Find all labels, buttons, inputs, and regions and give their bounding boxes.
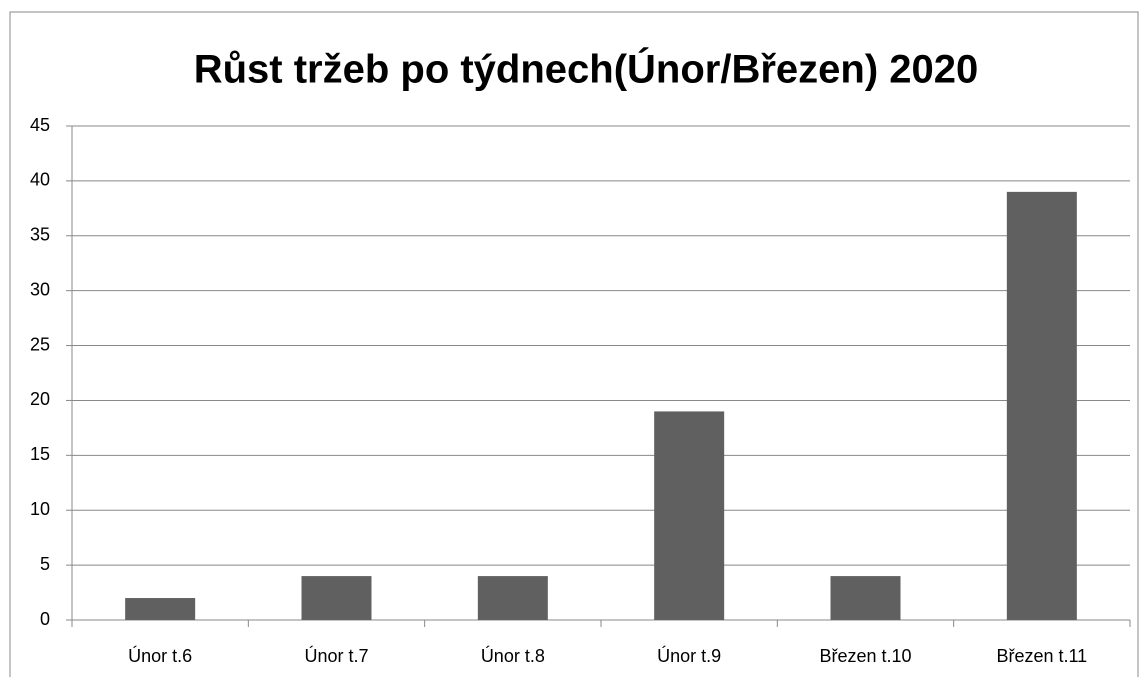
bar: [301, 576, 372, 620]
y-tick-label: 10: [30, 499, 50, 519]
y-tick-label: 40: [30, 170, 50, 190]
bar: [125, 598, 196, 620]
y-tick-label: 25: [30, 334, 50, 354]
y-tick-label: 20: [30, 389, 50, 409]
bar: [654, 411, 725, 620]
x-tick-label: Únor t.9: [657, 645, 721, 666]
x-tick-label: Březen t.11: [996, 646, 1087, 666]
bar: [477, 576, 548, 620]
y-tick-label: 35: [30, 225, 50, 245]
y-tick-label: 5: [40, 554, 50, 574]
x-tick-label: Březen t.10: [819, 646, 911, 666]
y-tick-label: 45: [30, 115, 50, 135]
y-tick-label: 15: [30, 444, 50, 464]
y-tick-label: 30: [30, 279, 50, 299]
x-tick-label: Únor t.8: [481, 645, 545, 666]
x-tick-label: Únor t.7: [304, 645, 368, 666]
x-tick-label: Únor t.6: [128, 645, 192, 666]
bar: [1006, 191, 1077, 620]
bar: [830, 576, 901, 620]
chart-title: Růst tržeb po týdnech(Únor/Březen) 2020: [194, 46, 979, 92]
y-tick-label: 0: [40, 609, 50, 629]
chart-border: [9, 11, 1139, 677]
